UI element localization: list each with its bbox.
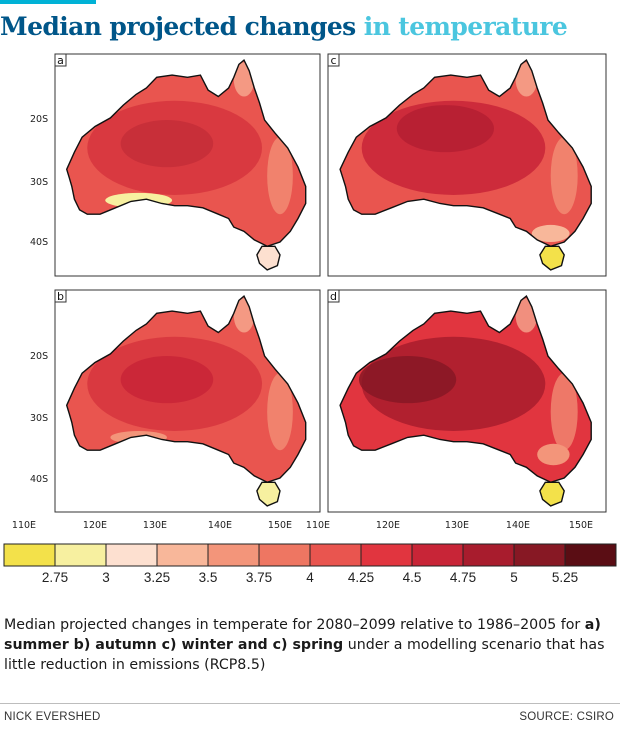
map-panel-a: a (54, 53, 321, 277)
lon-label: 130E (445, 520, 469, 531)
panel-letter: c (330, 54, 336, 67)
caption-seasons: a) summer b) autumn c) winter and c) spr… (4, 617, 601, 653)
lon-label: 110E (306, 520, 330, 531)
lat-label: 30S (30, 413, 48, 424)
caption-text-1: Median projected changes in temperate fo… (4, 617, 585, 633)
author-credit: NICK EVERSHED (4, 711, 101, 723)
legend-swatch (411, 543, 464, 567)
legend-swatch (462, 543, 515, 567)
tasmania (539, 481, 565, 507)
source-credit: SOURCE: CSIRO (519, 711, 614, 723)
seasonal-maps: a c b d 20S 30S 40S 20S 30S 40S 110E 120E 130E 140E 15… (12, 53, 607, 531)
legend-swatch (564, 543, 617, 567)
tasmania (256, 245, 281, 271)
title-part-1: Median projected changes (0, 12, 356, 41)
panel-letter-box (54, 289, 67, 303)
lon-label: 120E (83, 520, 107, 531)
mainland-outline (65, 294, 307, 484)
legend-label: 5 (510, 570, 518, 585)
lat-label: 20S (30, 114, 48, 125)
legend-swatch (54, 543, 107, 567)
map-panel-b: b (54, 289, 321, 513)
legend-label: 2.75 (42, 570, 68, 585)
tasmania (539, 245, 565, 271)
panel-letter: b (57, 290, 64, 303)
legend-swatch (360, 543, 413, 567)
lat-label: 30S (30, 177, 48, 188)
legend-swatch (105, 543, 158, 567)
caption-text-2: under a modelling scenario that has litt… (4, 637, 605, 673)
brand-accent-bar (0, 0, 96, 4)
panel-letter: a (57, 54, 64, 67)
page-title: Median projected changes in temperature (0, 12, 568, 41)
lat-label: 20S (30, 351, 48, 362)
title-part-2: in temperature (363, 12, 568, 41)
mainland-outline (339, 59, 592, 248)
color-legend: 2.75 3 3.25 3.5 3.75 4 4.25 4.5 4.75 5 5.25 (3, 543, 617, 585)
lon-label: 140E (208, 520, 232, 531)
legend-swatch (207, 543, 260, 567)
panel-letter-box (327, 289, 340, 303)
mainland-outline (339, 295, 592, 484)
mainland-outline (65, 58, 307, 248)
lat-label: 40S (30, 474, 48, 485)
legend-label: 4.25 (348, 570, 374, 585)
lon-label: 140E (506, 520, 530, 531)
legend-swatch (513, 543, 566, 567)
legend-swatch (156, 543, 209, 567)
map-panel-c: c (327, 53, 607, 277)
legend-swatch (309, 543, 362, 567)
legend-swatch (3, 543, 56, 567)
legend-label: 4.75 (450, 570, 476, 585)
lat-label: 40S (30, 237, 48, 248)
legend-label: 4 (306, 570, 314, 585)
caption: Median projected changes in temperate fo… (4, 615, 614, 675)
lon-label: 110E (12, 520, 36, 531)
panel-letter-box (327, 53, 340, 67)
footer-divider (0, 703, 620, 704)
panel-letter-box (54, 53, 67, 67)
panel-letter: d (330, 290, 337, 303)
lon-label: 150E (268, 520, 292, 531)
legend-label: 4.5 (403, 570, 422, 585)
lon-label: 120E (376, 520, 400, 531)
tasmania (256, 481, 281, 507)
legend-label: 3.5 (199, 570, 218, 585)
legend-label: 3.25 (144, 570, 170, 585)
lon-label: 150E (569, 520, 593, 531)
map-panel-d: d (327, 289, 607, 513)
legend-label: 3 (102, 570, 110, 585)
lon-label: 130E (143, 520, 167, 531)
legend-label: 5.25 (552, 570, 578, 585)
legend-swatch (258, 543, 311, 567)
legend-label: 3.75 (246, 570, 272, 585)
